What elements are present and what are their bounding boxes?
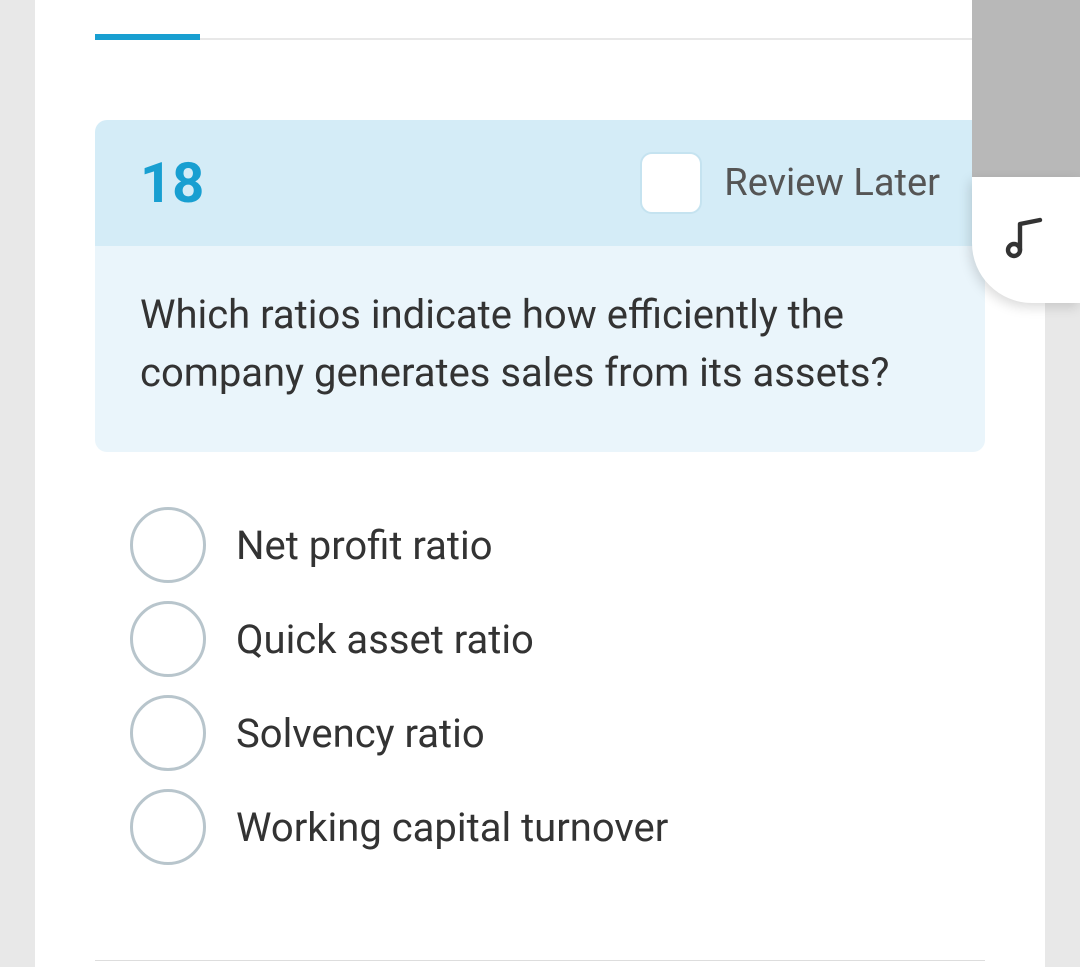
divider [95, 960, 985, 961]
radio-icon [130, 507, 206, 583]
review-later-label: Review Later [724, 161, 940, 205]
answer-label: Net profit ratio [236, 522, 493, 569]
music-note-icon [1002, 214, 1050, 266]
question-text: Which ratios indicate how efficiently th… [140, 286, 940, 402]
side-panel [972, 0, 1080, 177]
answer-option-1[interactable]: Quick asset ratio [130, 601, 950, 677]
answer-label: Solvency ratio [236, 710, 485, 757]
audio-button[interactable] [972, 177, 1080, 303]
progress-bar-fill [95, 34, 200, 40]
answer-option-0[interactable]: Net profit ratio [130, 507, 950, 583]
progress-bar [95, 0, 985, 40]
question-body: Which ratios indicate how efficiently th… [95, 246, 985, 452]
radio-icon [130, 789, 206, 865]
answer-label: Working capital turnover [236, 804, 668, 851]
radio-icon [130, 601, 206, 677]
radio-icon [130, 695, 206, 771]
question-header: 18 Review Later [95, 120, 985, 246]
question-number: 18 [140, 150, 204, 216]
question-card: 18 Review Later Which ratios indicate ho… [95, 120, 985, 452]
answers-container: Net profit ratio Quick asset ratio Solve… [95, 507, 985, 865]
review-later-checkbox[interactable] [640, 152, 702, 214]
answer-option-3[interactable]: Working capital turnover [130, 789, 950, 865]
review-later-group: Review Later [640, 152, 940, 214]
answer-label: Quick asset ratio [236, 616, 534, 663]
answer-option-2[interactable]: Solvency ratio [130, 695, 950, 771]
page-container: 18 Review Later Which ratios indicate ho… [35, 0, 1045, 967]
